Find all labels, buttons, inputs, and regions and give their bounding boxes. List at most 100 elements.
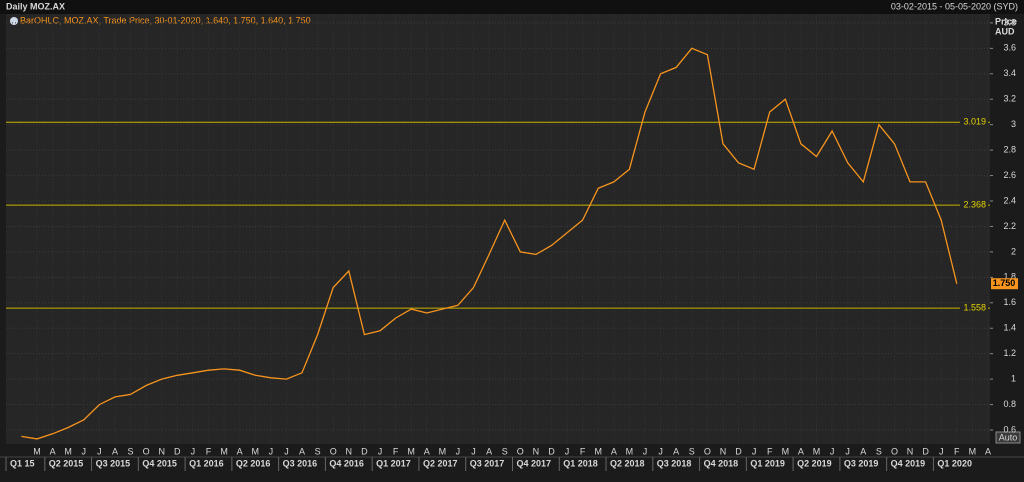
x-tick-label: N <box>720 446 727 456</box>
x-tick-label: J <box>643 446 648 456</box>
y-tick-label: 0.8 <box>1003 399 1016 409</box>
quarter-label: Q2 2018 <box>610 458 645 468</box>
x-tick-label: M <box>407 446 415 456</box>
x-tick-label: S <box>689 446 695 456</box>
x-tick-label: A <box>798 446 804 456</box>
quarter-label: Q1 2019 <box>750 458 785 468</box>
x-tick-label: O <box>891 446 898 456</box>
x-tick-label: J <box>939 446 944 456</box>
last-price-box <box>991 278 1018 290</box>
x-tick-label: S <box>502 446 508 456</box>
x-tick-label: M <box>33 446 41 456</box>
y-tick-label: 1.4 <box>1003 323 1016 333</box>
x-tick-label: J <box>97 446 102 456</box>
y-tick-label: 3.8 <box>1003 17 1016 27</box>
x-tick-label: D <box>361 446 368 456</box>
x-tick-label: A <box>237 446 243 456</box>
date-range: 03-02-2015 - 05-05-2020 (SYD) <box>891 1 1018 11</box>
quarter-label: Q1 15 <box>10 458 35 468</box>
x-tick-label: A <box>486 446 492 456</box>
level-label-bg <box>960 303 988 314</box>
y-tick-label: 2.6 <box>1003 170 1016 180</box>
x-tick-label: O <box>517 446 524 456</box>
x-tick-label: D <box>922 446 929 456</box>
x-tick-label: M <box>594 446 602 456</box>
y-tick-label: 3.2 <box>1003 94 1016 104</box>
auto-button-label[interactable]: Auto <box>999 432 1018 442</box>
x-tick-label: N <box>907 446 914 456</box>
y-tick-label: 3.6 <box>1003 43 1016 53</box>
level-label-bg <box>960 200 988 211</box>
x-tick-label: N <box>533 446 540 456</box>
x-tick-label: A <box>424 446 430 456</box>
x-tick-label: J <box>565 446 570 456</box>
y-tick-label: 1.6 <box>1003 297 1016 307</box>
quarter-label: Q3 2017 <box>470 458 505 468</box>
y-tick-label: 2.8 <box>1003 144 1016 154</box>
x-tick-label: M <box>439 446 447 456</box>
x-tick-label: O <box>143 446 150 456</box>
level-label: 1.558 <box>963 303 986 313</box>
x-tick-label: J <box>830 446 835 456</box>
x-tick-label: J <box>284 446 289 456</box>
quarter-label: Q2 2015 <box>49 458 84 468</box>
x-tick-label: A <box>299 446 305 456</box>
x-tick-label: F <box>206 446 212 456</box>
y-axis-label: Price <box>995 16 1017 26</box>
x-tick-label: A <box>985 446 991 456</box>
title-bar <box>0 0 1024 14</box>
y-tick-label: 2.4 <box>1003 195 1016 205</box>
quarter-label: Q4 2016 <box>329 458 364 468</box>
level-label: 2.368 <box>963 199 986 209</box>
quarter-label: Q3 2015 <box>96 458 131 468</box>
x-tick-label: M <box>813 446 821 456</box>
quarter-label: Q4 2019 <box>891 458 926 468</box>
x-tick-label: J <box>378 446 383 456</box>
quarter-label: Q1 2016 <box>189 458 224 468</box>
x-tick-label: A <box>673 446 679 456</box>
chart-title: Daily MOZ.AX <box>6 1 65 11</box>
x-tick-label: F <box>954 446 960 456</box>
level-label: 3.019 <box>963 117 986 127</box>
y-axis-unit: AUD <box>995 26 1015 36</box>
x-tick-label: J <box>456 446 461 456</box>
x-tick-label: D <box>174 446 181 456</box>
x-tick-label: M <box>782 446 790 456</box>
quarter-label: Q3 2016 <box>283 458 318 468</box>
plot-area <box>6 14 990 444</box>
y-tick-label: 1.8 <box>1003 272 1016 282</box>
quarter-label: Q2 2016 <box>236 458 271 468</box>
quarter-label: Q1 2017 <box>376 458 411 468</box>
x-tick-label: O <box>704 446 711 456</box>
x-tick-label: D <box>548 446 555 456</box>
x-tick-label: A <box>611 446 617 456</box>
x-tick-label: J <box>752 446 757 456</box>
x-tick-label: S <box>128 446 134 456</box>
y-tick-label: 1 <box>1011 373 1016 383</box>
y-tick-label: 0.6 <box>1003 424 1016 434</box>
x-tick-label: N <box>158 446 165 456</box>
last-price-label: 1.750 <box>993 278 1016 288</box>
quarter-label: Q4 2015 <box>142 458 177 468</box>
x-tick-label: F <box>580 446 586 456</box>
x-tick-label: O <box>330 446 337 456</box>
x-tick-label: F <box>767 446 773 456</box>
y-tick-label: 1.2 <box>1003 348 1016 358</box>
quarter-label: Q2 2019 <box>797 458 832 468</box>
level-label-bg <box>960 117 988 128</box>
quarter-label: Q2 2017 <box>423 458 458 468</box>
price-line <box>21 47 958 440</box>
auto-button[interactable] <box>995 431 1021 444</box>
x-tick-label: J <box>191 446 196 456</box>
x-tick-label: A <box>50 446 56 456</box>
y-tick-label: 3.4 <box>1003 68 1016 78</box>
x-tick-label: J <box>845 446 850 456</box>
y-tick-label: 3 <box>1011 119 1016 129</box>
x-tick-label: M <box>969 446 977 456</box>
x-tick-label: J <box>269 446 274 456</box>
quarter-label: Q1 2018 <box>563 458 598 468</box>
legend-icon[interactable] <box>10 17 18 25</box>
x-tick-label: S <box>876 446 882 456</box>
x-tick-label: J <box>471 446 476 456</box>
